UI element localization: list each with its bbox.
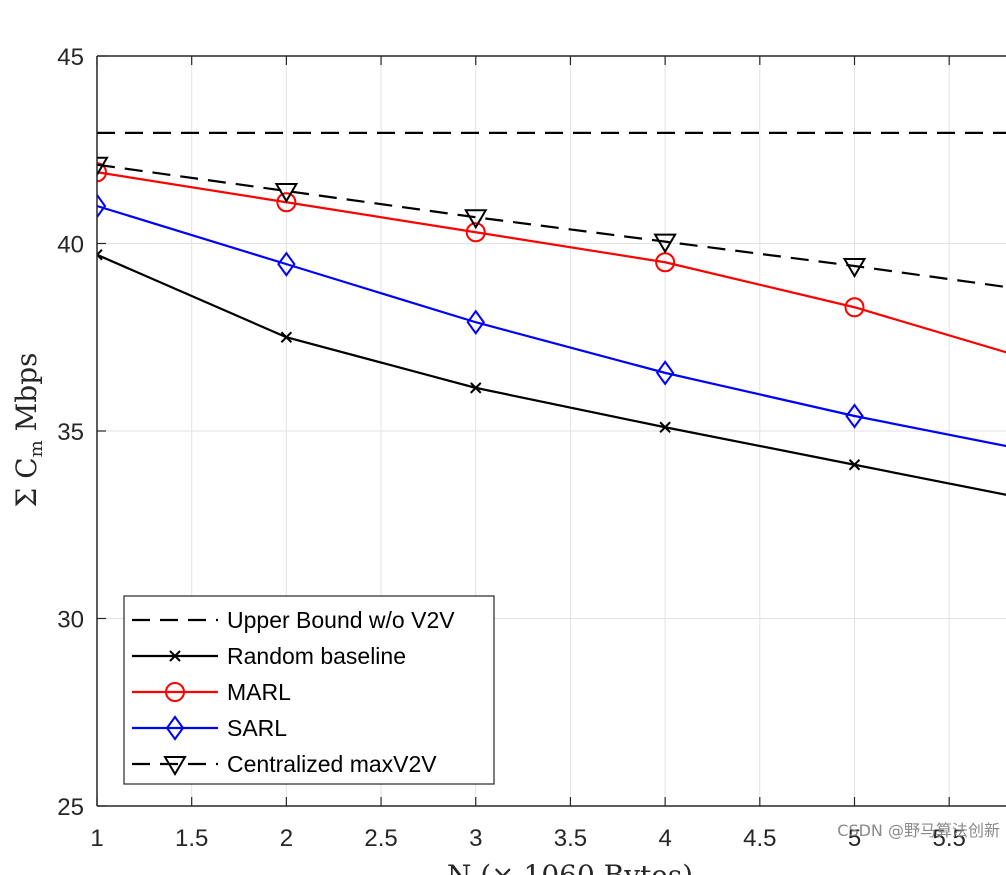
series-line — [97, 163, 1006, 289]
x-tick-label: 1.5 — [175, 825, 208, 852]
data-point-triangle — [842, 258, 867, 278]
legend-label: Upper Bound w/o V2V — [227, 607, 455, 633]
y-axis-label-unit: Mbps — [10, 353, 43, 441]
data-point-diamond — [165, 715, 185, 741]
series-sarl — [97, 193, 1006, 448]
legend-entry: Centralized maxV2V — [132, 751, 437, 777]
data-point-x — [659, 421, 671, 433]
data-point-triangle — [464, 209, 488, 230]
series-group — [97, 131, 1006, 496]
series-random-baseline — [97, 249, 1006, 496]
y-tick-label: 25 — [57, 794, 84, 821]
x-tick-label: 2 — [280, 825, 293, 852]
data-point-diamond — [277, 251, 296, 277]
data-point-circle — [97, 162, 107, 183]
data-point-triangle — [653, 233, 677, 254]
series-line — [97, 253, 1006, 496]
x-tick-label: 3.5 — [554, 825, 587, 852]
data-point-circle — [165, 682, 185, 702]
legend-entry: Random baseline — [132, 643, 406, 669]
data-point-circle — [844, 297, 865, 318]
x-tick-labels: 1 1.5 2 2.5 3 3.5 4 4.5 5 5.5 — [90, 825, 966, 852]
y-axis-label: Σ Cm Mbps — [10, 353, 47, 508]
y-tick-label: 45 — [57, 44, 84, 71]
data-point-diamond — [655, 360, 675, 386]
legend: Upper Bound w/o V2V Random baseline MARL SA… — [123, 595, 495, 785]
legend-entry: SARL — [132, 715, 287, 741]
watermark: CSDN @野马算法创新 — [837, 821, 1000, 840]
x-tick-label: 1 — [90, 825, 103, 852]
data-point-triangle — [163, 756, 187, 776]
x-tick-label: 3 — [469, 825, 482, 852]
x-tick-label: 5 — [848, 825, 861, 852]
x-tick-label: 4 — [658, 825, 671, 852]
legend-entry: MARL — [132, 679, 291, 705]
data-point-diamond — [97, 193, 107, 219]
data-point-circle — [465, 222, 486, 243]
data-point-x — [97, 249, 103, 261]
data-point-circle — [276, 192, 297, 213]
legend-label: Centralized maxV2V — [227, 751, 437, 777]
data-point-triangle — [97, 156, 109, 177]
data-point-diamond — [466, 309, 485, 335]
data-point-x — [470, 382, 482, 394]
y-axis-label-subscript: m — [26, 440, 47, 457]
data-point-triangle — [274, 183, 299, 203]
data-point-diamond — [845, 403, 864, 429]
x-tick-label: 5.5 — [933, 825, 966, 852]
y-tick-labels: 25 30 35 40 45 — [57, 44, 84, 821]
axes — [96, 55, 1006, 807]
data-point-x — [848, 459, 861, 471]
y-tick-label: 40 — [57, 232, 84, 259]
data-point-x — [169, 650, 181, 662]
series-line — [97, 204, 1006, 448]
legend-label: Random baseline — [227, 643, 406, 669]
data-point-x — [280, 331, 293, 343]
series-centralized-maxv2v — [97, 156, 1006, 289]
legend-entry: Upper Bound w/o V2V — [132, 607, 455, 633]
y-tick-label: 30 — [57, 607, 84, 634]
x-axis-label: N (× 1060 Bytes) — [447, 859, 693, 875]
legend-label: MARL — [227, 679, 291, 705]
y-tick-label: 35 — [57, 419, 84, 446]
x-tick-label: 4.5 — [743, 825, 776, 852]
x-tick-label: 2.5 — [364, 825, 397, 852]
series-marl — [97, 162, 1006, 354]
legend-box — [123, 595, 495, 785]
legend-label: SARL — [227, 715, 287, 741]
series-line — [97, 171, 1006, 354]
y-axis-label-main: Σ C — [10, 457, 43, 507]
